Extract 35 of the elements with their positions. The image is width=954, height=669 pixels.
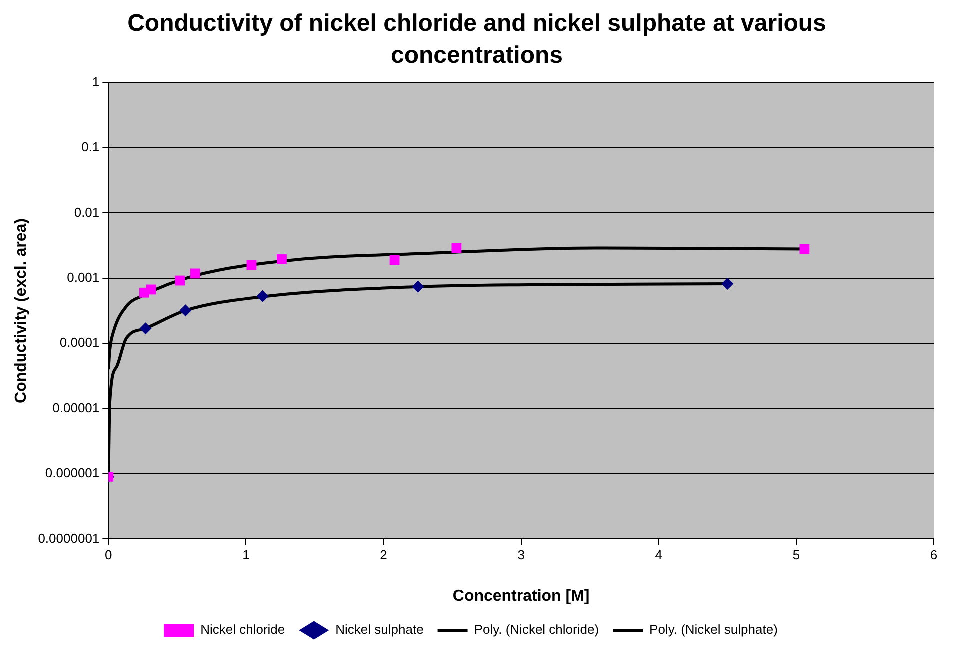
chart-title: Conductivity of nickel chloride and nickel sulphate at various concentrations (126, 9, 828, 71)
x-tick-label: 0 (105, 548, 112, 563)
y-tick-label: 0.00001 (52, 400, 100, 416)
y-tick-label: 0.01 (74, 204, 100, 220)
y-tick-label: 0.0000001 (38, 530, 100, 546)
point (146, 284, 156, 295)
x-axis-title: Concentration [M] (452, 588, 590, 605)
y-tick-label: 0.001 (67, 270, 100, 285)
legend-label: Poly. (Nickel chloride) (474, 622, 600, 638)
point (180, 304, 192, 317)
point (190, 268, 200, 279)
point (390, 255, 400, 266)
x-tick-label: 6 (930, 548, 938, 563)
point (412, 280, 424, 293)
point (452, 243, 462, 254)
point (277, 254, 287, 264)
y-tick-label: 0.1 (82, 140, 100, 155)
point (140, 322, 152, 335)
point (246, 260, 257, 270)
point (175, 276, 186, 286)
point (722, 278, 734, 290)
legend-label: Poly. (Nickel sulphate) (650, 622, 778, 638)
x-tick-label: 4 (655, 548, 662, 563)
y-tick-label: 1 (92, 74, 100, 90)
y-tick-label: 0.000001 (45, 466, 100, 481)
y-axis-title: Conductivity (excl. area) (13, 218, 30, 404)
point (256, 290, 269, 302)
point (800, 244, 810, 254)
x-tick-label: 2 (380, 548, 388, 563)
y-tick-label: 0.0001 (60, 335, 100, 350)
x-tick-label: 3 (518, 548, 525, 563)
legend-label: Nickel chloride (200, 622, 286, 638)
x-tick-label: 1 (242, 548, 250, 563)
legend-label: Nickel sulphate (336, 622, 424, 638)
x-tick-label: 5 (792, 548, 800, 563)
